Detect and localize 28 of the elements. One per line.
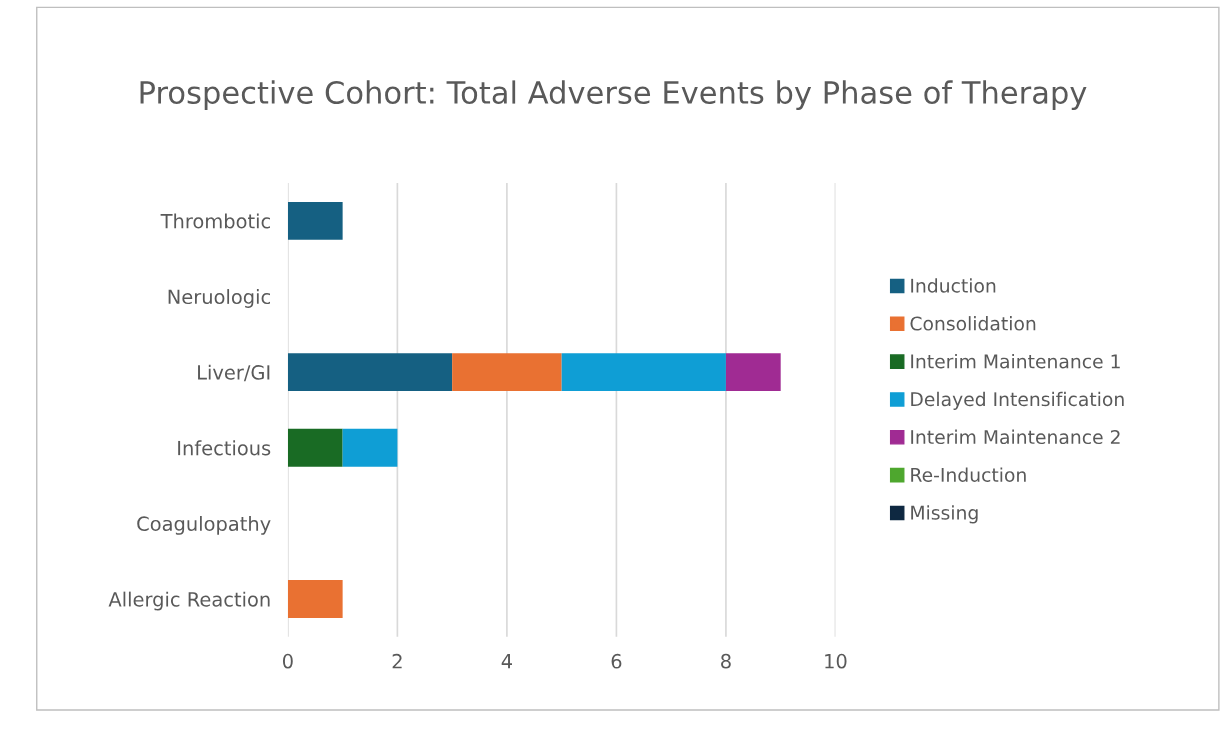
bar	[287, 428, 343, 467]
y-tick-label: Allergic Reaction	[108, 591, 270, 611]
x-tick-label: 4	[501, 654, 512, 669]
bar	[287, 580, 343, 618]
bar	[561, 353, 726, 392]
x-tick-label: 2	[392, 653, 402, 669]
x-tick-label: 0	[282, 653, 293, 669]
legend-label: Missing	[911, 505, 978, 524]
bar	[725, 353, 781, 392]
legend-label: Interim Maintenance 1	[911, 353, 1120, 369]
x-tick-label: 6	[611, 653, 622, 669]
bar	[287, 201, 343, 240]
bar	[342, 428, 398, 467]
legend-label: Re-Induction	[911, 467, 1026, 482]
x-tick-label: 8	[721, 653, 731, 669]
chart-title: Prospective Cohort: Total Adverse Events by Phase of Therapy	[140, 80, 1087, 110]
legend-label: Delayed Intensification	[911, 391, 1124, 410]
y-tick-label: Infectious	[178, 440, 271, 456]
legend-label: Consolidation	[910, 316, 1036, 331]
y-tick-label: Liver/GI	[198, 364, 270, 382]
legend-label: Induction	[911, 278, 996, 293]
legend-label: Interim Maintenance 2	[911, 429, 1120, 445]
bar	[452, 353, 562, 392]
y-tick-label: Neruologic	[168, 289, 270, 308]
y-tick-label: Coagulopathy	[137, 515, 271, 535]
x-tick-label: 10	[825, 653, 847, 669]
y-tick-label: Thrombotic	[160, 213, 270, 229]
bar	[287, 353, 453, 392]
